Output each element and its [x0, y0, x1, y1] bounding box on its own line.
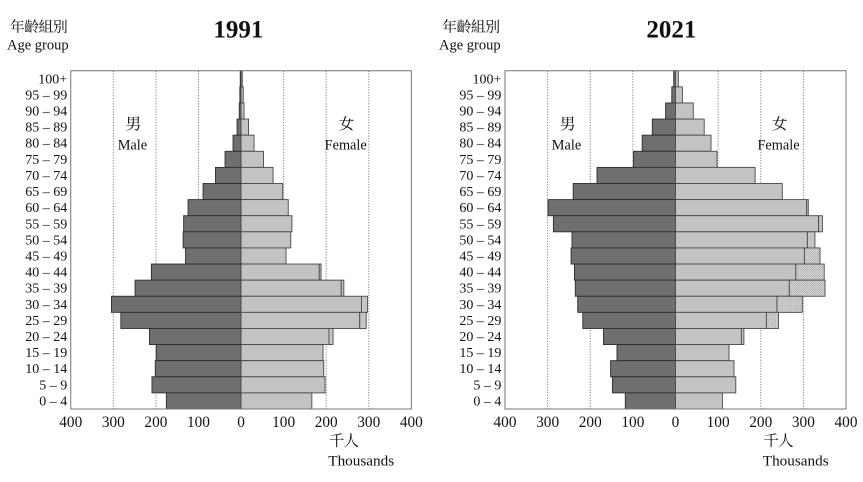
svg-text:Thousands: Thousands: [328, 452, 394, 469]
svg-text:100+: 100+: [472, 72, 501, 87]
svg-text:55 – 59: 55 – 59: [25, 217, 67, 232]
svg-text:Male: Male: [552, 138, 581, 154]
svg-text:300: 300: [357, 414, 380, 431]
svg-text:95 – 99: 95 – 99: [25, 88, 67, 103]
svg-text:45 – 49: 45 – 49: [459, 249, 501, 264]
svg-text:50 – 54: 50 – 54: [459, 233, 501, 248]
svg-text:200: 200: [579, 414, 602, 431]
svg-text:0 – 4: 0 – 4: [473, 394, 501, 409]
svg-text:400: 400: [59, 414, 82, 431]
svg-text:2021: 2021: [646, 16, 696, 43]
svg-text:75 – 79: 75 – 79: [25, 153, 67, 168]
svg-text:0 – 4: 0 – 4: [39, 394, 67, 409]
svg-text:100: 100: [621, 414, 644, 431]
svg-text:200: 200: [749, 414, 772, 431]
svg-text:300: 300: [792, 414, 815, 431]
svg-text:25 – 29: 25 – 29: [459, 314, 501, 329]
svg-text:90 – 94: 90 – 94: [25, 105, 67, 120]
svg-text:40 – 44: 40 – 44: [459, 266, 501, 281]
svg-text:70 – 74: 70 – 74: [25, 169, 67, 184]
svg-text:30 – 34: 30 – 34: [459, 298, 501, 313]
svg-text:65 – 69: 65 – 69: [459, 185, 501, 200]
svg-text:15 – 19: 15 – 19: [25, 346, 67, 361]
svg-text:5 – 9: 5 – 9: [39, 378, 67, 393]
svg-text:400: 400: [835, 414, 858, 431]
svg-text:40 – 44: 40 – 44: [25, 266, 67, 281]
svg-text:20 – 24: 20 – 24: [459, 330, 501, 345]
svg-text:Female: Female: [757, 138, 799, 154]
svg-text:Male: Male: [118, 138, 147, 154]
svg-text:1991: 1991: [213, 16, 263, 43]
svg-text:85 – 89: 85 – 89: [459, 121, 501, 136]
svg-text:300: 300: [102, 414, 125, 431]
svg-text:25 – 29: 25 – 29: [25, 314, 67, 329]
svg-text:75 – 79: 75 – 79: [459, 153, 501, 168]
svg-text:10 – 14: 10 – 14: [459, 362, 501, 377]
svg-text:5 – 9: 5 – 9: [473, 378, 501, 393]
svg-text:85 – 89: 85 – 89: [25, 121, 67, 136]
svg-text:95 – 99: 95 – 99: [459, 88, 501, 103]
svg-text:80 – 84: 80 – 84: [459, 137, 501, 152]
svg-text:Age group: Age group: [7, 38, 69, 54]
svg-text:55 – 59: 55 – 59: [459, 217, 501, 232]
svg-text:400: 400: [400, 414, 423, 431]
svg-text:200: 200: [144, 414, 167, 431]
svg-text:65 – 69: 65 – 69: [25, 185, 67, 200]
svg-text:60 – 64: 60 – 64: [25, 201, 67, 216]
svg-text:Age group: Age group: [439, 38, 501, 54]
svg-text:50 – 54: 50 – 54: [25, 233, 67, 248]
svg-text:100: 100: [272, 414, 295, 431]
svg-text:Thousands: Thousands: [763, 452, 829, 469]
svg-text:80 – 84: 80 – 84: [25, 137, 67, 152]
svg-text:15 – 19: 15 – 19: [459, 346, 501, 361]
svg-text:35 – 39: 35 – 39: [25, 282, 67, 297]
svg-text:100: 100: [187, 414, 210, 431]
svg-text:0: 0: [237, 414, 245, 431]
svg-text:400: 400: [494, 414, 517, 431]
svg-text:70 – 74: 70 – 74: [459, 169, 501, 184]
svg-text:90 – 94: 90 – 94: [459, 105, 501, 120]
svg-text:45 – 49: 45 – 49: [25, 249, 67, 264]
svg-text:30 – 34: 30 – 34: [25, 298, 67, 313]
svg-text:35 – 39: 35 – 39: [459, 282, 501, 297]
svg-text:100+: 100+: [38, 72, 67, 87]
svg-text:60 – 64: 60 – 64: [459, 201, 501, 216]
svg-text:100: 100: [707, 414, 730, 431]
svg-text:20 – 24: 20 – 24: [25, 330, 67, 345]
svg-text:10 – 14: 10 – 14: [25, 362, 67, 377]
svg-text:Female: Female: [325, 138, 367, 154]
svg-text:300: 300: [536, 414, 559, 431]
svg-text:0: 0: [672, 414, 680, 431]
svg-text:200: 200: [315, 414, 338, 431]
